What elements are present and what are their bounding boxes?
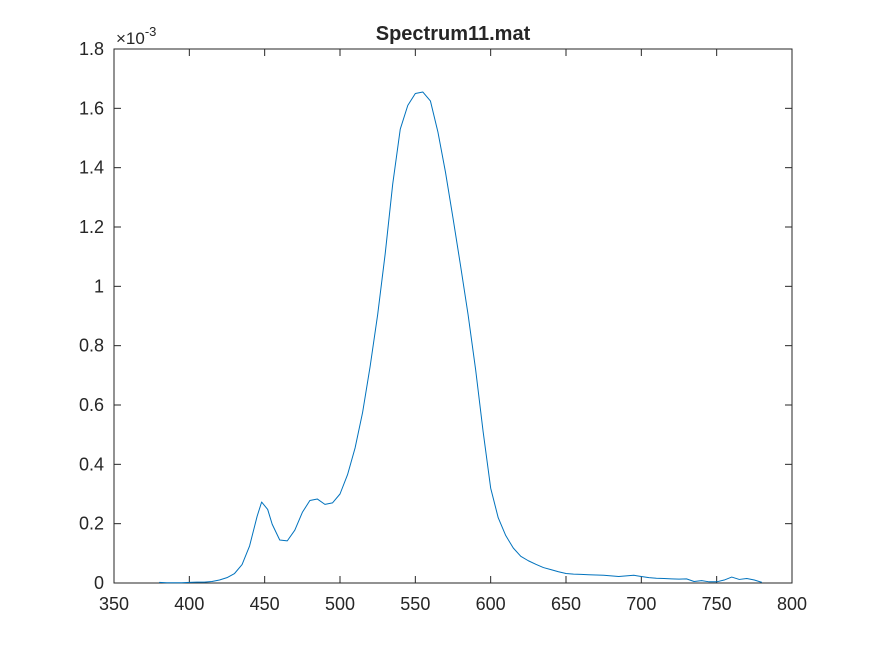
x-tick-label: 600 bbox=[476, 594, 506, 614]
chart-title: Spectrum11.mat bbox=[376, 23, 531, 45]
y-tick-label: 0.2 bbox=[79, 514, 104, 534]
x-tick-label: 500 bbox=[325, 594, 355, 614]
y-tick-label: 1.6 bbox=[79, 98, 104, 118]
x-tick-label: 650 bbox=[551, 594, 581, 614]
x-tick-label: 450 bbox=[250, 594, 280, 614]
x-tick-label: 350 bbox=[99, 594, 129, 614]
axes bbox=[113, 48, 793, 584]
x-tick-label: 550 bbox=[400, 594, 430, 614]
y-exponent-base: ×10 bbox=[116, 29, 145, 48]
y-exponent-power: -3 bbox=[145, 24, 157, 39]
axis-ticks: 350 400 450 500 550 600 650 700 750 800 0 0.2 0.4 0.6… bbox=[79, 39, 807, 614]
y-tick-label: 0.4 bbox=[79, 454, 104, 474]
y-tick-label: 0 bbox=[94, 573, 104, 593]
y-tick-label: 0.6 bbox=[79, 395, 104, 415]
y-tick-label: 0.8 bbox=[79, 336, 104, 356]
y-tick-label: 1.2 bbox=[79, 217, 104, 237]
svg-text:×10-3: ×10-3 bbox=[116, 24, 156, 48]
plot-area bbox=[159, 91, 763, 584]
x-tick-label: 800 bbox=[777, 594, 807, 614]
x-tick-label: 750 bbox=[702, 594, 732, 614]
y-tick-label: 1 bbox=[94, 276, 104, 296]
y-tick-label: 1.4 bbox=[79, 158, 104, 178]
x-tick-label: 700 bbox=[626, 594, 656, 614]
y-tick-label: 1.8 bbox=[79, 39, 104, 59]
series-line-0 bbox=[159, 91, 763, 584]
axes-box bbox=[113, 48, 793, 584]
y-axis-exponent-label: ×10-3 bbox=[116, 24, 156, 48]
x-tick-label: 400 bbox=[174, 594, 204, 614]
